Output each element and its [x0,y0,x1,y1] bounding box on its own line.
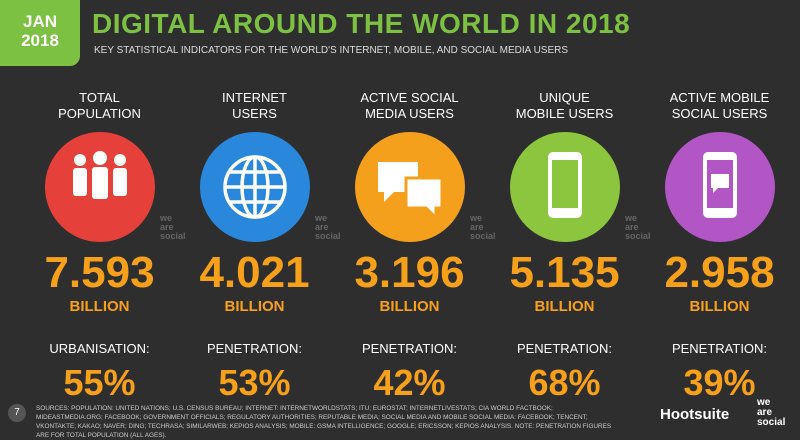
watermark: we are social [315,214,341,241]
watermark-word: social [160,231,186,241]
metric-label-line: ACTIVE SOCIAL [360,90,459,105]
watermark-word: social [625,231,651,241]
watermark: we are social [160,214,186,241]
metric-icon [44,132,155,242]
metric-unit: BILLION [689,298,750,315]
metric-label: ACTIVE MOBILE SOCIAL USERS [642,90,797,124]
badge-month: JAN [22,12,57,31]
metric-label-line: POPULATION [58,106,141,121]
metric-label-line: MEDIA USERS [365,106,454,121]
watermark-word: social [470,231,496,241]
sub-value: 39% [683,362,756,403]
metric-value: 3.196 [354,248,465,297]
sub-value: 42% [373,362,446,403]
metric-label-line: TOTAL [79,90,120,105]
date-badge: JAN 2018 [0,0,80,66]
metric-column: TOTAL POPULATION 7.593 BILLION URBANISATION:… [22,90,177,404]
sub-label: URBANISATION: [49,341,150,356]
badge-year: 2018 [21,31,59,50]
metric-label-line: INTERNET [222,90,287,105]
metric-column: ACTIVE SOCIAL MEDIA USERS 3.196 BILLION PENE… [332,90,487,404]
metric-value: 5.135 [509,248,620,297]
sub-value: 53% [218,362,291,403]
watermark-word: we [315,213,328,223]
metric-icon [664,132,775,242]
partner-word: we [757,397,771,408]
metric-label: UNIQUE MOBILE USERS [487,90,642,124]
subtitle: KEY STATISTICAL INDICATORS FOR THE WORLD… [94,45,569,56]
metric-label: TOTAL POPULATION [22,90,177,124]
watermark-word: we [470,213,483,223]
metric-label-line: UNIQUE [539,90,590,105]
metric-label-line: SOCIAL USERS [671,106,768,121]
watermark: we are social [625,214,651,241]
metric-value: 4.021 [199,248,310,297]
metric-icon [354,132,465,242]
sub-label: PENETRATION: [516,341,613,356]
watermark-word: are [160,222,174,232]
watermark-word: are [315,222,329,232]
sources: SOURCES: POPULATION: UNITED NATIONS; U.S… [36,405,612,439]
partner-logo: we are social [757,398,785,428]
metric-column: INTERNET USERS 4.021 BILLION PENETRATION: 53% [177,90,332,404]
metric-column: UNIQUE MOBILE USERS 5.135 BILLION PENETRATIO… [487,90,642,404]
sub-value: 55% [63,362,136,403]
metric-label: INTERNET USERS [177,90,332,124]
brand-logo: Hootsuite [660,406,730,423]
watermark-word: we [160,213,173,223]
watermark-word: we [625,213,638,223]
metric-icon [509,132,620,242]
title: DIGITAL AROUND THE WORLD IN 2018 [92,8,631,39]
sub-value: 68% [528,362,601,403]
sub-label: PENETRATION: [671,341,768,356]
sub-label: PENETRATION: [206,341,303,356]
metric-label: ACTIVE SOCIAL MEDIA USERS [332,90,487,124]
page-number: 7 [8,404,26,422]
partner-word: social [757,417,786,428]
watermark-word: are [625,222,639,232]
watermark-word: social [315,231,341,241]
partner-word: are [757,407,773,418]
metric-icon [199,132,310,242]
watermark: we are social [470,214,496,241]
metric-unit: BILLION [69,298,130,315]
sub-label: PENETRATION: [361,341,458,356]
metric-label-line: USERS [232,106,277,121]
metric-unit: BILLION [224,298,285,315]
metric-unit: BILLION [379,298,440,315]
metric-column: ACTIVE MOBILE SOCIAL USERS 2.958 BILLION PEN… [642,90,797,404]
metric-value: 2.958 [664,248,775,297]
metric-unit: BILLION [534,298,595,315]
watermark-word: are [470,222,484,232]
metric-value: 7.593 [44,248,155,297]
metric-label-line: MOBILE USERS [515,106,614,121]
metric-label-line: ACTIVE MOBILE [669,90,770,105]
